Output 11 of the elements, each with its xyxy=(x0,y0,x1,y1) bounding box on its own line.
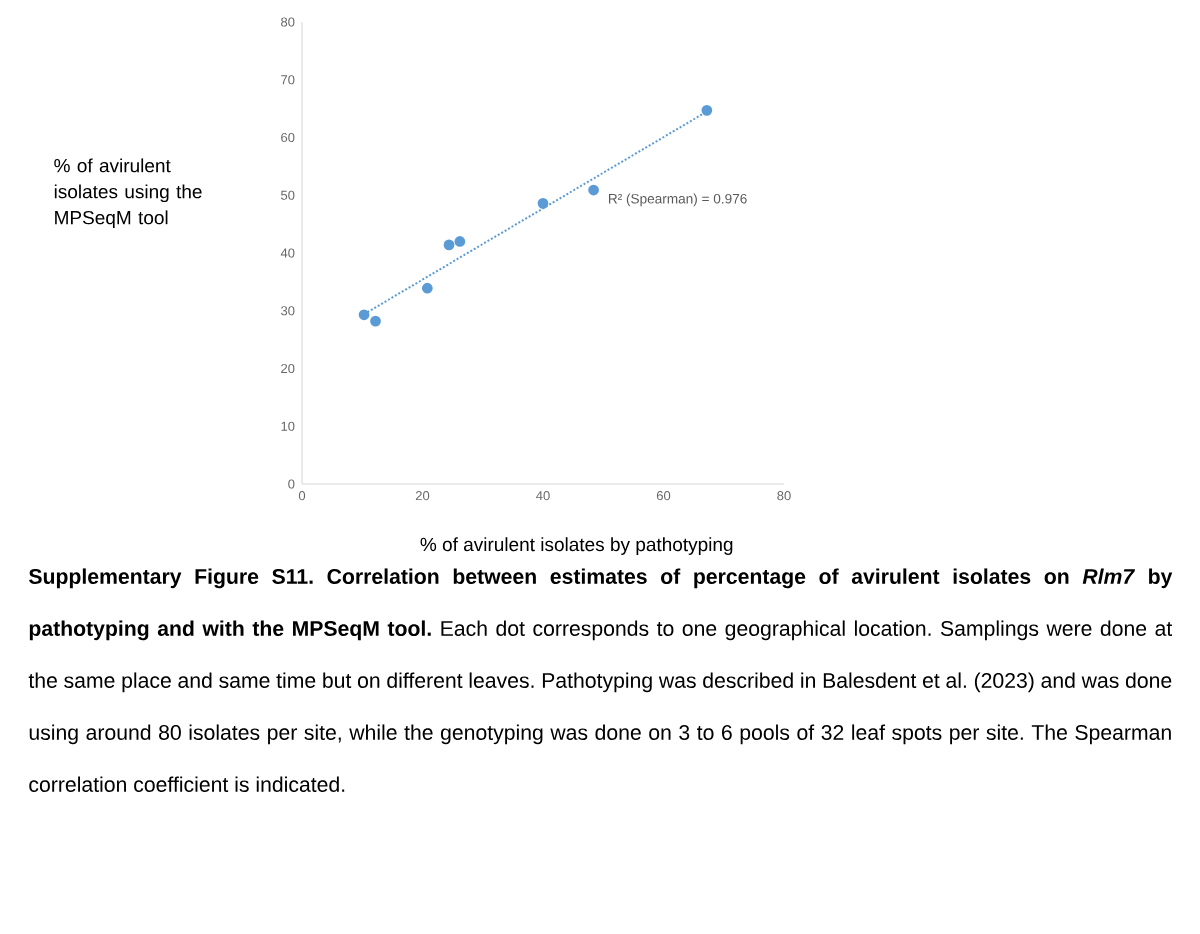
text: Supplementary Figure S11. Correlation between estimates of percentage of avirulent isolates on Rlm7 by pathotyping and with the MPSeqM tool. Each dot corresponds to one geographical location. Samplings were done at the same place and same time but on different leaves. Pathotyping was described in Balesdent et al. (2023) and was done using around 80 isolates per site, while the genotyping was done on 3 to 6 pools of 32 leaf spots per site. The Spearman correlation coefficient is indicated. xyxy=(28,568,1173,792)
point xyxy=(454,236,466,247)
point xyxy=(443,239,455,251)
point xyxy=(701,104,713,116)
point xyxy=(421,282,433,294)
point xyxy=(588,184,599,196)
point xyxy=(370,315,381,327)
point xyxy=(537,197,549,209)
point xyxy=(358,309,370,321)
y-axis-title: % of avirulent isolates using the MPSeqM tool xyxy=(54,158,202,229)
x-axis-title: % of avirulent isolates by pathotyping xyxy=(420,537,733,555)
